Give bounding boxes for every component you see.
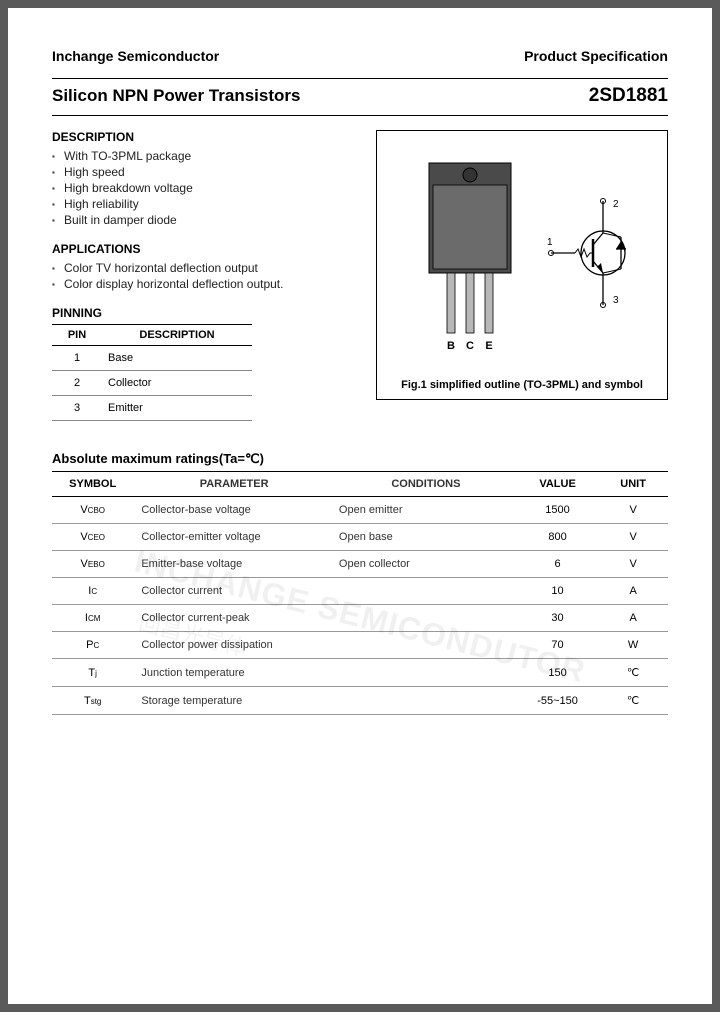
- applications-heading: APPLICATIONS: [52, 242, 360, 256]
- rating-unit: A: [598, 578, 668, 605]
- rating-symbol: VCBO: [52, 497, 133, 524]
- rating-unit: ℃: [598, 659, 668, 687]
- rating-parameter: Collector power dissipation: [133, 632, 331, 659]
- transistor-symbol-icon: 2 3 1: [543, 193, 653, 323]
- rating-parameter: Collector current-peak: [133, 605, 331, 632]
- col-value: VALUE: [517, 472, 598, 497]
- pin-num: 2: [52, 371, 102, 396]
- rating-unit: ℃: [598, 687, 668, 715]
- pin-row: 3 Emitter: [52, 396, 252, 421]
- rating-symbol: VEBO: [52, 551, 133, 578]
- figure-box: B C E 2 3: [376, 130, 668, 400]
- rating-parameter: Collector-emitter voltage: [133, 524, 331, 551]
- desc-item: High speed: [52, 164, 360, 180]
- ratings-row: ICMCollector current-peak 30A: [52, 605, 668, 632]
- desc-item: High breakdown voltage: [52, 180, 360, 196]
- rating-unit: V: [598, 524, 668, 551]
- app-item: Color TV horizontal deflection output: [52, 260, 360, 276]
- ratings-table: SYMBOL PARAMETER CONDITIONS VALUE UNIT V…: [52, 471, 668, 715]
- pkg-label-c: C: [466, 340, 474, 352]
- rating-value: 800: [517, 524, 598, 551]
- rating-conditions: Open base: [331, 524, 517, 551]
- ratings-heading: Absolute maximum ratings(Ta=℃): [52, 451, 668, 467]
- title-bar: Silicon NPN Power Transistors 2SD1881: [52, 78, 668, 116]
- rating-unit: V: [598, 551, 668, 578]
- figure-column: B C E 2 3: [376, 130, 668, 421]
- package-outline-icon: B C E: [405, 155, 535, 355]
- rating-parameter: Storage temperature: [133, 687, 331, 715]
- pkg-label-b: B: [447, 340, 455, 352]
- rating-parameter: Collector current: [133, 578, 331, 605]
- applications-list: Color TV horizontal deflection output Co…: [52, 260, 360, 292]
- rating-unit: V: [598, 497, 668, 524]
- ratings-row: VCBOCollector-base voltageOpen emitter15…: [52, 497, 668, 524]
- description-heading: DESCRIPTION: [52, 130, 360, 144]
- col-conditions: CONDITIONS: [331, 472, 517, 497]
- ratings-row: PCCollector power dissipation 70W: [52, 632, 668, 659]
- rating-parameter: Junction temperature: [133, 659, 331, 687]
- rating-value: 10: [517, 578, 598, 605]
- sym-pin-1: 1: [547, 237, 553, 248]
- ratings-row: VCEOCollector-emitter voltageOpen base80…: [52, 524, 668, 551]
- left-column: DESCRIPTION With TO-3PML package High sp…: [52, 130, 360, 421]
- part-number: 2SD1881: [589, 85, 668, 107]
- rating-conditions: [331, 632, 517, 659]
- desc-item: With TO-3PML package: [52, 148, 360, 164]
- rating-value: 1500: [517, 497, 598, 524]
- desc-col-header: DESCRIPTION: [102, 325, 252, 346]
- ratings-row: VEBOEmitter-base voltageOpen collector6V: [52, 551, 668, 578]
- sym-pin-2: 2: [613, 199, 619, 210]
- rating-value: -55~150: [517, 687, 598, 715]
- rating-conditions: [331, 687, 517, 715]
- rating-parameter: Emitter-base voltage: [133, 551, 331, 578]
- rating-symbol: VCEO: [52, 524, 133, 551]
- company-name: Inchange Semiconductor: [52, 48, 219, 64]
- rating-conditions: Open collector: [331, 551, 517, 578]
- doc-type: Product Specification: [524, 48, 668, 64]
- rating-value: 150: [517, 659, 598, 687]
- pinning-table: PIN DESCRIPTION 1 Base 2 Collector 3: [52, 324, 252, 421]
- rating-value: 30: [517, 605, 598, 632]
- rating-value: 70: [517, 632, 598, 659]
- rating-unit: A: [598, 605, 668, 632]
- col-parameter: PARAMETER: [133, 472, 331, 497]
- pin-desc: Collector: [102, 371, 252, 396]
- pin-num: 1: [52, 346, 102, 371]
- figure-caption: Fig.1 simplified outline (TO-3PML) and s…: [377, 379, 667, 391]
- product-title: Silicon NPN Power Transistors: [52, 86, 300, 106]
- rating-conditions: [331, 578, 517, 605]
- desc-item: High reliability: [52, 196, 360, 212]
- pkg-label-e: E: [485, 340, 492, 352]
- datasheet-page: INCHANGE SEMICONDUTOR 回昌光导体 Inchange Sem…: [8, 8, 712, 1004]
- ratings-row: TjJunction temperature 150℃: [52, 659, 668, 687]
- pin-row: 2 Collector: [52, 371, 252, 396]
- app-item: Color display horizontal deflection outp…: [52, 276, 360, 292]
- sym-pin-3: 3: [613, 295, 619, 306]
- pin-num: 3: [52, 396, 102, 421]
- ratings-row: ICCollector current 10A: [52, 578, 668, 605]
- rating-symbol: IC: [52, 578, 133, 605]
- rating-symbol: PC: [52, 632, 133, 659]
- page-header: Inchange Semiconductor Product Specifica…: [52, 48, 668, 64]
- rating-symbol: Tstg: [52, 687, 133, 715]
- top-content: DESCRIPTION With TO-3PML package High sp…: [52, 130, 668, 421]
- rating-conditions: [331, 659, 517, 687]
- col-symbol: SYMBOL: [52, 472, 133, 497]
- pinning-heading: PINNING: [52, 306, 360, 320]
- rating-conditions: [331, 605, 517, 632]
- desc-item: Built in damper diode: [52, 212, 360, 228]
- ratings-row: TstgStorage temperature -55~150℃: [52, 687, 668, 715]
- pin-col-header: PIN: [52, 325, 102, 346]
- rating-conditions: Open emitter: [331, 497, 517, 524]
- rating-parameter: Collector-base voltage: [133, 497, 331, 524]
- rating-symbol: ICM: [52, 605, 133, 632]
- description-list: With TO-3PML package High speed High bre…: [52, 148, 360, 228]
- pin-desc: Emitter: [102, 396, 252, 421]
- rating-unit: W: [598, 632, 668, 659]
- rating-value: 6: [517, 551, 598, 578]
- col-unit: UNIT: [598, 472, 668, 497]
- rating-symbol: Tj: [52, 659, 133, 687]
- pin-row: 1 Base: [52, 346, 252, 371]
- pin-desc: Base: [102, 346, 252, 371]
